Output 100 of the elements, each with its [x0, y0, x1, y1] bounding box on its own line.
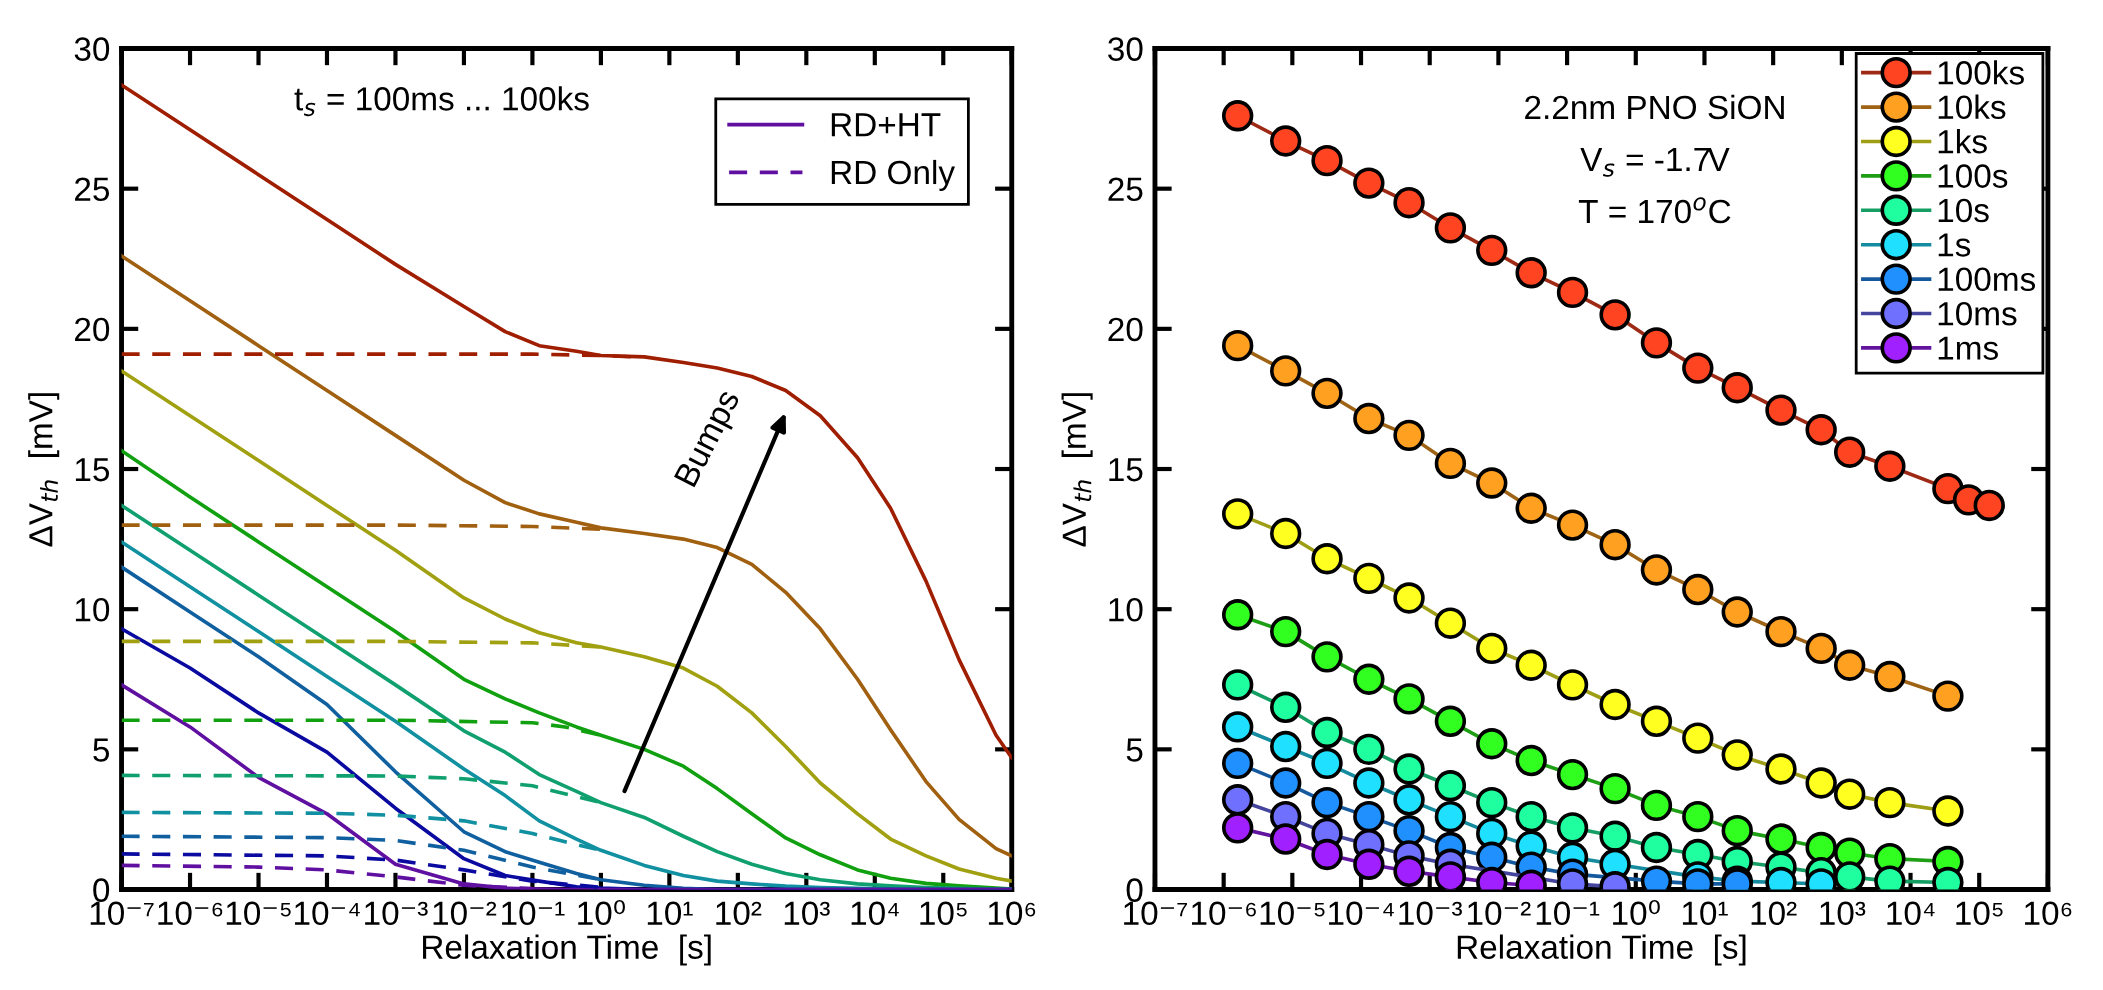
x-axis-title: Relaxation Time [s] — [1457, 934, 1746, 966]
legend-label: 1s — [1938, 233, 1971, 257]
x-tick-label: 10² — [1751, 901, 1797, 926]
point — [1556, 276, 1589, 309]
x-tick-label: 10⁻⁶ — [1192, 901, 1256, 926]
point — [1515, 649, 1547, 681]
point — [1599, 772, 1631, 805]
point — [1515, 800, 1547, 833]
point — [1269, 355, 1302, 387]
point — [1311, 838, 1343, 871]
y-tick-label: 20 — [75, 317, 110, 342]
point — [1434, 800, 1467, 833]
point — [1311, 543, 1343, 575]
x-tick-label: 10¹ — [647, 901, 693, 926]
y-tick-label: 0 — [1126, 878, 1143, 902]
y-tick-label: 0 — [93, 878, 110, 902]
point — [1682, 352, 1714, 384]
x-tick-label: 10⁵ — [1956, 901, 2003, 926]
point — [1353, 402, 1385, 435]
point — [1353, 663, 1385, 695]
point — [1476, 467, 1508, 499]
point — [1269, 125, 1302, 157]
legend-label: 10ms — [1938, 301, 2017, 326]
y-tick-label: 15 — [75, 458, 110, 482]
point — [1311, 747, 1343, 780]
x-tick-label: 10⁻⁷ — [1124, 901, 1187, 926]
point — [1515, 257, 1547, 289]
x-axis-title: Relaxation Time [s] — [423, 934, 711, 966]
x-tick-label: 10⁻⁵ — [1260, 901, 1325, 926]
point — [1556, 509, 1589, 541]
point — [1434, 861, 1467, 890]
annotation: 2.2nm PNO SiON — [1525, 94, 1784, 120]
point — [1269, 767, 1302, 799]
annotation: V$_{s}$ = -1.7V — [1580, 148, 1730, 177]
point — [1640, 831, 1673, 864]
x-tick-label: 10⁻² — [1468, 901, 1531, 926]
x-tick-label: 10³ — [784, 901, 830, 926]
point — [1311, 716, 1343, 749]
x-tick-label: 10⁵ — [920, 901, 967, 926]
point — [1393, 582, 1425, 614]
legend-label: RD Only — [831, 159, 955, 191]
point — [1721, 814, 1753, 847]
legend-label: 10s — [1938, 198, 1989, 223]
y-tick-label: 20 — [1108, 317, 1143, 342]
x-tick-label: 10⁻⁶ — [158, 901, 223, 926]
x-tick-label: 10⁶ — [2025, 901, 2072, 926]
point — [1640, 554, 1673, 586]
point — [1269, 730, 1302, 763]
point — [1556, 812, 1589, 844]
x-tick-label: 10⁻⁴ — [1329, 901, 1394, 926]
point — [1599, 529, 1631, 561]
point — [1805, 767, 1837, 799]
point — [1434, 447, 1467, 480]
point — [1682, 800, 1714, 833]
point — [1353, 767, 1385, 799]
y-tick-label: 10 — [1109, 597, 1143, 622]
point — [1353, 848, 1385, 880]
annotation: T = 170$^{o}$C — [1578, 197, 1731, 224]
point — [1476, 632, 1508, 665]
x-tick-label: 10³ — [1820, 901, 1866, 926]
point — [1311, 641, 1343, 673]
x-tick-label: 10⁴ — [851, 901, 899, 926]
point — [1640, 705, 1673, 738]
point — [1434, 607, 1467, 639]
x-tick-label: 10⁴ — [1887, 901, 1935, 926]
x-tick-label: 10⁻³ — [1399, 901, 1462, 926]
point — [1765, 753, 1797, 785]
point — [1599, 688, 1631, 721]
y-tick-label: 30 — [1108, 37, 1143, 61]
point — [1682, 722, 1714, 754]
point — [1476, 234, 1508, 267]
y-tick-label: 15 — [1109, 458, 1143, 482]
x-tick-label: 10¹ — [1682, 901, 1728, 926]
point — [1353, 562, 1385, 595]
point — [1269, 517, 1302, 550]
point — [1269, 615, 1302, 648]
point — [1269, 691, 1302, 723]
point — [1353, 167, 1385, 199]
legend-label: 1ks — [1938, 128, 1987, 154]
y-tick-label: 10 — [75, 597, 110, 622]
point — [1721, 596, 1753, 628]
point — [1556, 669, 1589, 701]
legend-label: 100ks — [1938, 60, 2024, 85]
point — [1721, 739, 1753, 771]
y-axis-title: ΔV$_{th}$ [mV] — [28, 393, 60, 547]
point — [1765, 615, 1797, 648]
x-tick-label: 10⁰ — [1613, 900, 1660, 926]
point — [1515, 492, 1547, 524]
legend-label: 10ks — [1938, 94, 2006, 120]
point — [1599, 299, 1631, 331]
point — [1765, 394, 1797, 426]
point — [1434, 212, 1467, 244]
point — [1393, 683, 1425, 715]
point — [1476, 728, 1508, 760]
x-tick-label: 10² — [716, 901, 762, 926]
point — [1393, 419, 1425, 452]
point — [1599, 820, 1631, 852]
x-tick-label: 10⁻⁵ — [226, 901, 291, 926]
y-tick-label: 25 — [1108, 177, 1143, 202]
x-tick-label: 10⁻¹ — [502, 901, 565, 926]
